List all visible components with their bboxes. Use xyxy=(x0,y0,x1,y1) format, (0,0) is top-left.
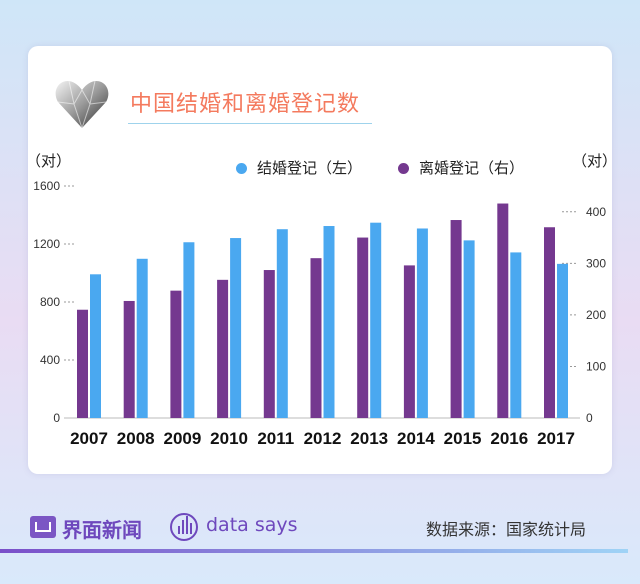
data-source: 数据来源：国家统计局 xyxy=(426,520,587,539)
title-underline xyxy=(128,123,372,124)
category-label-2010: 2010 xyxy=(210,429,248,448)
legend-label-marriage: 结婚登记（左） xyxy=(257,159,363,177)
category-label-2014: 2014 xyxy=(397,429,435,448)
bar-divorce-2017 xyxy=(544,227,555,418)
bar-divorce-2011 xyxy=(263,270,275,418)
right-tick-label: 300 xyxy=(586,256,606,270)
brand-name: 界面新闻 xyxy=(62,518,142,542)
bar-divorce-2012 xyxy=(310,258,322,418)
diamond-heart-icon xyxy=(55,80,109,130)
bar-divorce-2014 xyxy=(403,265,415,418)
left-tick-label: 400 xyxy=(40,353,60,367)
bar-marriage-2014 xyxy=(416,228,428,418)
right-tick-label: 0 xyxy=(586,411,593,425)
left-tick-label: 1600 xyxy=(33,179,60,193)
bar-marriage-2009 xyxy=(183,242,195,418)
bar-divorce-2016 xyxy=(497,203,509,418)
bar-divorce-2008 xyxy=(123,300,135,418)
legend-label-divorce: 离婚登记（右） xyxy=(419,159,525,177)
left-axis-unit: （对） xyxy=(26,152,72,170)
category-label-2015: 2015 xyxy=(444,429,482,448)
right-axis-unit: （对） xyxy=(572,152,618,170)
data-says-logo-icon xyxy=(170,513,198,541)
bar-marriage-2007 xyxy=(90,274,101,418)
legend-item-divorce: 离婚登记（右） xyxy=(398,157,524,178)
category-label-2009: 2009 xyxy=(163,429,201,448)
legend-dot-marriage xyxy=(236,163,247,174)
bar-divorce-2007 xyxy=(77,309,88,418)
bar-divorce-2013 xyxy=(357,237,369,418)
right-tick-label: 400 xyxy=(586,205,606,219)
bar-divorce-2009 xyxy=(170,290,182,418)
footer-divider xyxy=(0,549,628,553)
category-label-2011: 2011 xyxy=(257,429,294,448)
bar-divorce-2010 xyxy=(217,279,229,418)
bar-marriage-2008 xyxy=(136,258,148,418)
category-label-2007: 2007 xyxy=(70,429,108,448)
data-says-label: data says xyxy=(206,514,298,536)
bar-marriage-2017 xyxy=(557,263,568,418)
category-label-2016: 2016 xyxy=(490,429,528,448)
right-tick-label: 100 xyxy=(586,359,606,373)
legend-item-marriage: 结婚登记（左） xyxy=(236,157,362,178)
left-tick-label: 0 xyxy=(53,411,60,425)
bar-marriage-2011 xyxy=(276,229,288,418)
right-tick-label: 200 xyxy=(586,308,606,322)
bar-marriage-2010 xyxy=(230,238,242,418)
bar-marriage-2012 xyxy=(323,226,335,418)
jiemian-logo-icon xyxy=(30,516,56,538)
category-label-2017: 2017 xyxy=(537,429,575,448)
category-label-2013: 2013 xyxy=(350,429,388,448)
bar-marriage-2013 xyxy=(370,222,382,418)
legend-dot-divorce xyxy=(398,163,409,174)
category-label-2008: 2008 xyxy=(117,429,155,448)
left-tick-label: 800 xyxy=(40,295,60,309)
category-label-2012: 2012 xyxy=(304,429,342,448)
bar-marriage-2015 xyxy=(463,240,475,418)
bar-marriage-2016 xyxy=(510,252,522,418)
chart-title: 中国结婚和离婚登记数 xyxy=(130,92,361,117)
left-tick-label: 1200 xyxy=(33,237,60,251)
bar-divorce-2015 xyxy=(450,220,462,418)
